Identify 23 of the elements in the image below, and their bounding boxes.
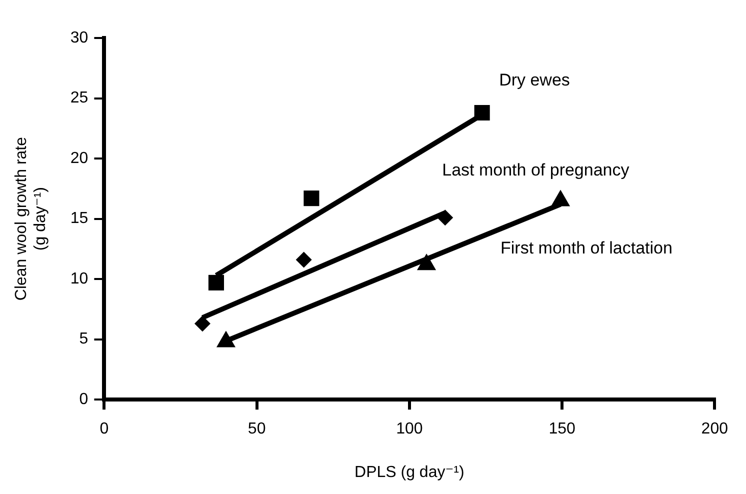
- y-tick-label: 0: [79, 391, 88, 408]
- x-tick-label: 0: [100, 420, 109, 438]
- y-axis-title: Clean wool growth rate (g day⁻¹): [13, 136, 50, 301]
- text: First month of lactation: [500, 238, 672, 258]
- x-tick-label: 150: [548, 420, 576, 438]
- y-tick-label: 25: [70, 90, 88, 107]
- x-tick-label: 50: [248, 420, 266, 438]
- point: [208, 274, 224, 290]
- series-label: Last month of pregnancy: [442, 160, 630, 180]
- point: [194, 316, 210, 332]
- x-tick-label: 200: [701, 420, 728, 438]
- x-tick-label: 100: [396, 420, 423, 438]
- series-label: Dry ewes: [499, 70, 570, 90]
- y-tick-label: 15: [70, 210, 88, 228]
- y-tick-label: 20: [70, 150, 88, 167]
- y-tick-label: 5: [79, 330, 88, 348]
- y-tick-label: 30: [70, 29, 88, 46]
- point: [304, 190, 320, 206]
- point: [474, 104, 490, 121]
- y-tick-label: 10: [70, 270, 88, 288]
- point: [437, 210, 454, 226]
- point: [296, 252, 312, 268]
- x-axis-title: DPLS (g day⁻¹): [354, 464, 464, 481]
